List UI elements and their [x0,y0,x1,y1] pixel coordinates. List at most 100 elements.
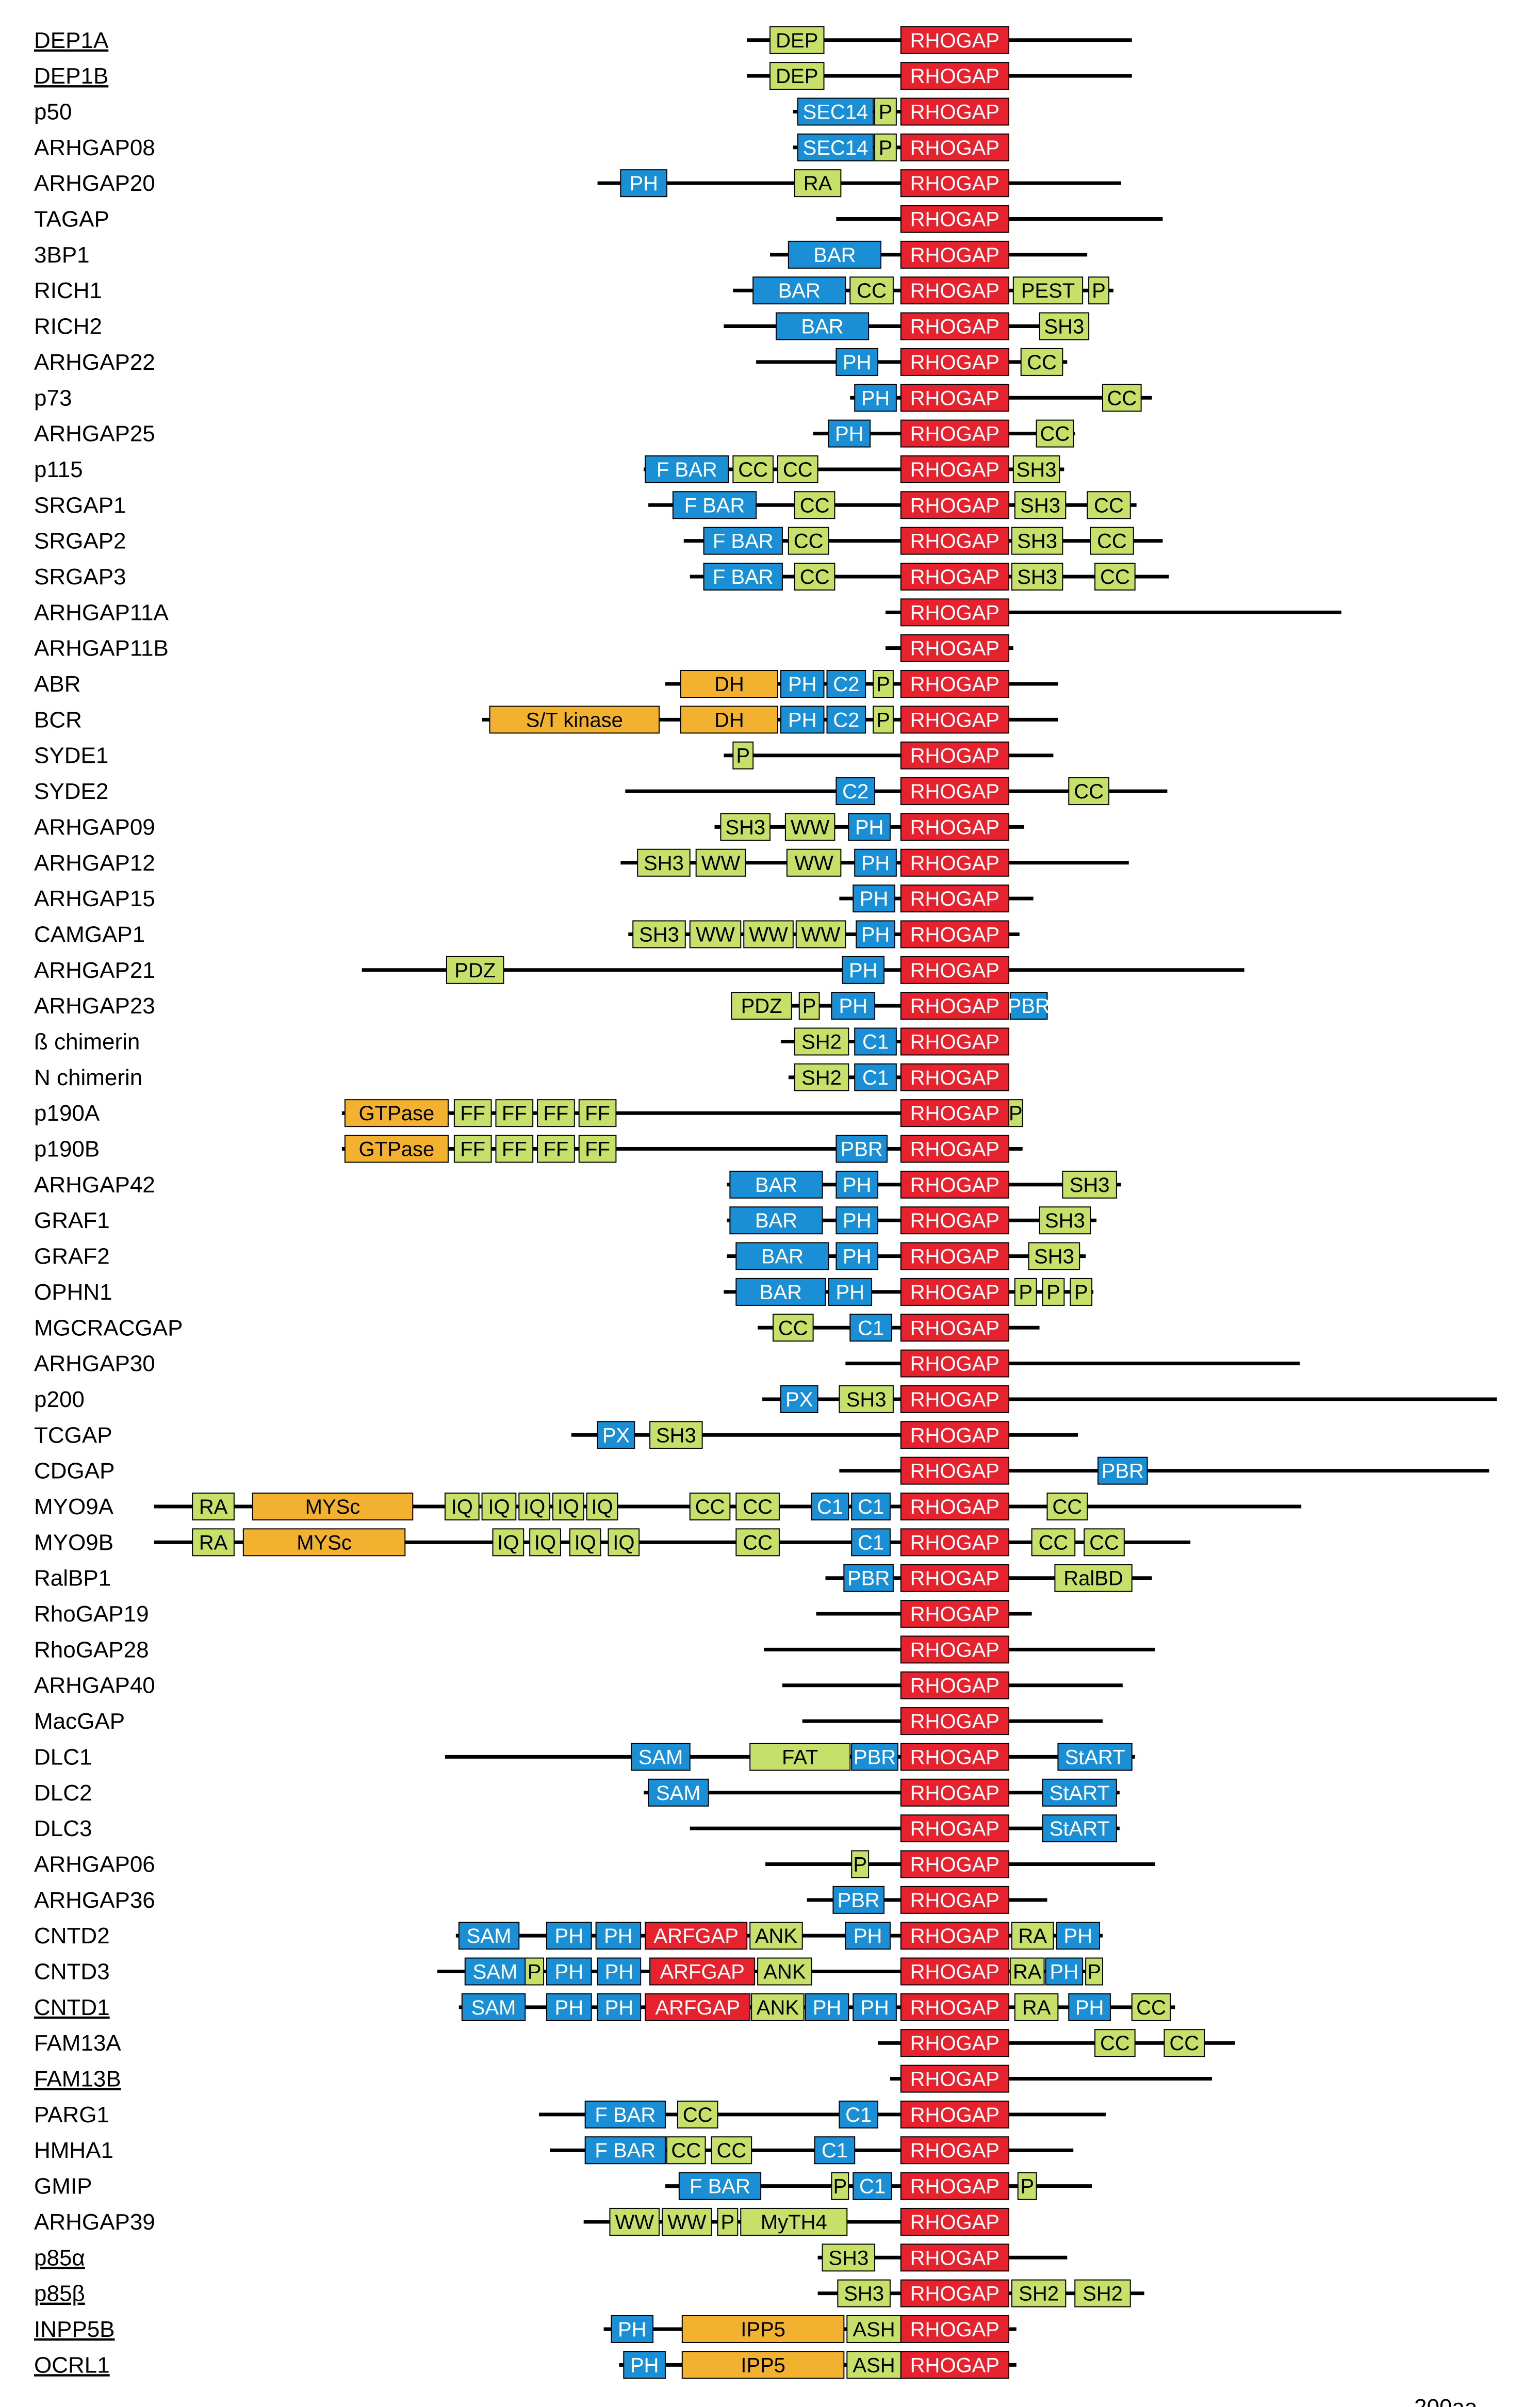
protein-row-rhogap28: RhoGAP28 RHOGAP [34,1635,1155,1664]
protein-name: p115 [34,457,83,482]
domain-box [874,97,897,126]
domain-ff: FF [453,1099,492,1127]
domain-box [795,920,846,948]
protein-name: ARHGAP11A [34,600,169,625]
domain-ww: WW [695,848,746,877]
domain-rhogap: RHOGAP [900,848,1009,877]
domain-pbr: PBR [1008,992,1050,1020]
domain-box [845,1922,891,1950]
domain-ra: RA [1011,1922,1054,1950]
domain-label: RHOGAP [910,745,1000,767]
domain-box [666,2136,706,2165]
protein-name: CNTD2 [34,1923,110,1948]
protein-name: ARHGAP15 [34,886,155,911]
protein-name: DLC3 [34,1816,92,1841]
protein-name: OCRL1 [34,2352,110,2378]
domain-box [788,527,829,555]
domain-box [900,562,1009,591]
domain-rhogap: RHOGAP [900,1564,1009,1592]
domain-p: P [1070,1278,1093,1306]
domain-box [900,240,1009,269]
protein-name: DLC1 [34,1744,92,1770]
domain-fat: FAT [749,1743,851,1771]
domain-label: RHOGAP [910,888,1000,910]
domain-ph: PH [1056,1922,1101,1950]
protein-row-macgap: MacGAP RHOGAP [34,1707,1103,1735]
domain-label: CC [1027,351,1057,374]
domain-rhogap: RHOGAP [900,2065,1009,2093]
domain-box [453,1099,492,1127]
domain-label: RHOGAP [910,1782,1000,1805]
domain-start: StART [1042,1814,1117,1843]
domain-label: CC [1097,530,1127,553]
domain-box [814,2136,856,2165]
domain-cc: CC [711,2136,752,2165]
domain-box [1131,1993,1171,2021]
domain-sh3: SH3 [839,1385,894,1413]
protein-row-gmip: GMIP F BAR P C1 RHOGAP P [34,2172,1092,2200]
protein-row-abr: ABR DH PH C2 P RHOGAP [34,670,1058,698]
domain-label: CC [671,2139,701,2162]
domain-box [900,527,1009,555]
domain-label: CC [695,1496,725,1518]
domain-sh3: SH3 [1039,1206,1091,1235]
domain-box [1090,527,1134,555]
domain-sh3: SH3 [637,848,691,877]
domain-box [900,598,1009,627]
domain-label: P [879,137,893,159]
domain-dep: DEP [769,26,825,54]
domain-arfgap: ARFGAP [645,1993,751,2021]
domain-box [900,419,1009,448]
domain-box [900,1600,1009,1628]
domain-label: SH3 [844,2283,884,2305]
domain-box [584,2136,666,2165]
domain-sh3: SH3 [822,2244,876,2272]
domain-label: S/T kinase [526,709,623,731]
protein-row-p190b: p190B GTPase FF FF FF FF PBR RHOGAP [34,1135,1023,1163]
protein-row-cntd3: CNTD3 SAM P PH PH ARFGAP ANK RHOGAP RA PH P [34,1957,1103,1986]
domain-dh: DH [680,706,778,734]
domain-box [1164,2029,1205,2057]
domain-box [848,813,891,841]
domain-label: RHOGAP [910,530,1000,553]
protein-name: INPP5B [34,2317,115,2342]
domain-label: CC [1040,423,1070,446]
protein-row-arhgap30: ARHGAP30 RHOGAP [34,1349,1300,1378]
domain-box [780,670,825,698]
domain-rhogap: RHOGAP [900,1493,1009,1521]
protein-name: MYO9B [34,1530,113,1555]
domain-p: P [873,706,894,734]
domain-cc: CC [1131,1993,1171,2021]
domain-box [546,1922,592,1950]
domain-label: RHOGAP [910,601,1000,624]
domain-cc: CC [1102,384,1142,412]
domain-box [900,1242,1009,1270]
domain-box [458,1922,520,1950]
domain-label: PH [1075,1996,1104,2019]
protein-row-cntd1: CNTD1 SAM PH PH ARFGAP ANK PH PH RHOGAP RA PH CC [34,1993,1175,2021]
domain-rhogap: RHOGAP [900,1421,1009,1449]
domain-label: SH3 [1045,1209,1085,1232]
domain-label: RHOGAP [910,1567,1000,1590]
domain-rhogap: RHOGAP [900,1743,1009,1771]
domain-box [735,1242,829,1270]
protein-row-hmha1: HMHA1 F BAR CC CC C1 RHOGAP [34,2136,1074,2165]
domain-label: RHOGAP [910,1710,1000,1733]
domain-label: DEP [776,65,818,88]
domain-box [851,1743,898,1771]
domain-f-bar: F BAR [678,2172,762,2200]
domain-start: StART [1057,1743,1133,1771]
domain-ph: PH [835,1206,879,1235]
domain-ww: WW [689,920,742,948]
domain-ph: PH [1068,1993,1111,2021]
domain-box [900,2207,1009,2236]
domain-rhogap: RHOGAP [900,1850,1009,1878]
domain-box [900,1278,1009,1306]
domain-ph: PH [611,2315,654,2343]
protein-name: p50 [34,99,72,124]
domain-label: PX [785,1388,813,1411]
domain-box [689,1493,731,1521]
domain-box [620,169,667,198]
domain-label: PH [555,1925,584,1947]
domain-box [900,169,1009,198]
